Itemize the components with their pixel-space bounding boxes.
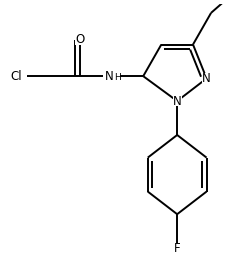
Text: N: N [173,94,182,107]
Text: F: F [174,242,181,255]
FancyBboxPatch shape [173,96,182,106]
FancyBboxPatch shape [103,71,120,81]
FancyBboxPatch shape [202,73,211,83]
Text: H: H [114,73,121,82]
FancyBboxPatch shape [75,35,84,45]
FancyBboxPatch shape [6,71,27,81]
Text: N: N [105,70,114,83]
Text: O: O [75,33,85,46]
Text: Cl: Cl [11,70,22,83]
Text: N: N [202,72,211,85]
FancyBboxPatch shape [173,243,182,253]
